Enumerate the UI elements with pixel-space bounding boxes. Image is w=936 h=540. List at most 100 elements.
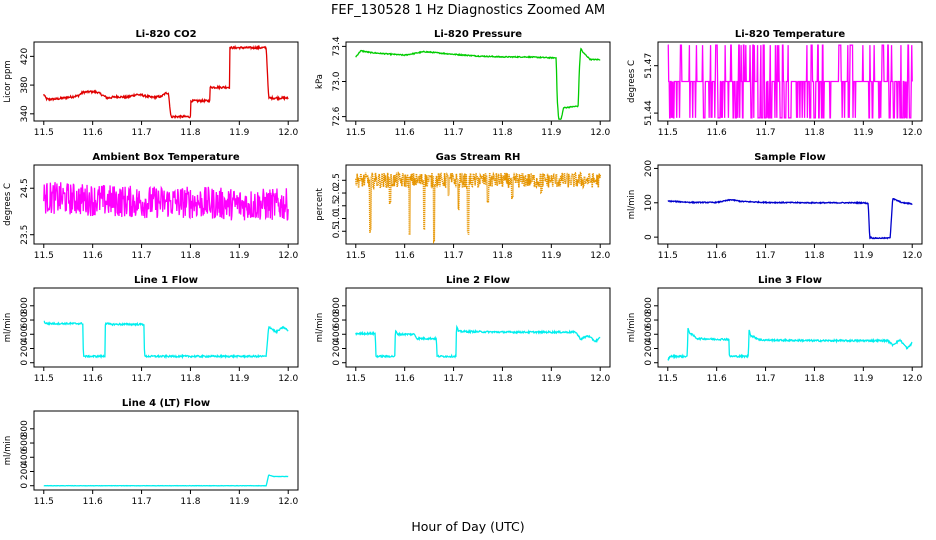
y-tick-label: 400: [20, 325, 30, 342]
y-tick-label: 400: [20, 448, 30, 465]
x-tick-label: 12.0: [902, 128, 922, 138]
x-tick-label: 11.5: [658, 128, 678, 138]
y-tick-label: 23.5: [20, 225, 30, 245]
y-tick-label: 2.5: [332, 173, 342, 187]
series-line: [43, 320, 289, 360]
x-tick-label: 11.9: [229, 128, 249, 138]
panel-li-820-co2: Li-820 CO2 Licor ppm 340 380 420 11.5 11.6 11.7…: [3, 29, 299, 138]
series-line: [43, 44, 289, 120]
x-tick-label: 11.8: [180, 374, 200, 384]
series-line: [355, 324, 601, 359]
y-tick-label: 600: [644, 311, 654, 328]
x-tick-label: 11.8: [492, 251, 512, 261]
panel-title: Li-820 CO2: [135, 29, 196, 40]
figure-xlabel: Hour of Day (UTC): [411, 519, 524, 534]
x-tick-label: 11.8: [180, 497, 200, 507]
panel-sample-flow: Sample Flow ml/min 0 100 200 11.5 11.6 11.7 11.8…: [627, 152, 923, 261]
x-tick-label: 11.5: [346, 374, 366, 384]
y-tick-label: 380: [20, 76, 30, 93]
x-tick-label: 11.6: [395, 128, 415, 138]
y-axis-label: kPa: [315, 74, 325, 89]
y-tick-label: 600: [20, 434, 30, 451]
x-tick-label: 11.6: [395, 374, 415, 384]
y-tick-label: 400: [332, 325, 342, 342]
y-tick-label: 340: [20, 105, 30, 122]
plot-frame: [33, 164, 299, 245]
x-tick-label: 11.6: [83, 497, 103, 507]
panel-li-820-pressure: Li-820 Pressure kPa 72.6 73.0 73.4 11.5 11.6 11…: [315, 29, 611, 138]
x-tick-label: 11.9: [853, 128, 873, 138]
x-tick-label: 11.6: [83, 251, 103, 261]
x-tick-label: 12.0: [278, 374, 298, 384]
x-tick-label: 11.5: [34, 374, 54, 384]
y-axis-label: degrees C: [627, 60, 637, 103]
y-tick-label: 800: [20, 420, 30, 437]
x-tick-label: 11.9: [541, 251, 561, 261]
y-tick-label: 400: [644, 325, 654, 342]
y-tick-label: 0.5: [332, 224, 342, 238]
x-tick-label: 11.7: [756, 128, 776, 138]
y-tick-label: 72.6: [332, 106, 342, 126]
figure-title: FEF_130528 1 Hz Diagnostics Zoomed AM: [331, 3, 605, 18]
y-tick-label: 24.5: [20, 178, 30, 198]
x-tick-label: 11.9: [853, 374, 873, 384]
x-tick-label: 11.5: [658, 251, 678, 261]
x-tick-label: 11.7: [132, 497, 152, 507]
y-axis-label: ml/min: [3, 436, 13, 466]
y-tick-label: 73.4: [332, 36, 342, 56]
x-tick-label: 11.7: [444, 374, 464, 384]
panel-title: Li-820 Temperature: [735, 29, 845, 40]
panel-title: Gas Stream RH: [436, 152, 521, 163]
y-tick-label: 1.0: [332, 211, 342, 226]
panel-title: Li-820 Pressure: [434, 29, 522, 40]
y-axis-label: ml/min: [3, 313, 13, 343]
x-tick-label: 11.9: [541, 374, 561, 384]
x-tick-label: 11.6: [83, 128, 103, 138]
series-line: [43, 474, 289, 487]
y-axis-label: ml/min: [627, 313, 637, 343]
y-axis-label: ml/min: [627, 190, 637, 220]
series-line: [667, 327, 913, 362]
series-line: [354, 170, 602, 245]
series-line: [667, 44, 913, 119]
x-tick-label: 11.7: [756, 374, 776, 384]
x-tick-label: 11.6: [83, 374, 103, 384]
y-tick-label: 51.44: [644, 100, 654, 126]
y-tick-label: 0: [644, 234, 654, 240]
x-tick-label: 11.8: [804, 128, 824, 138]
y-tick-label: 800: [20, 297, 30, 314]
plot-frame: [657, 41, 923, 122]
y-tick-label: 51.47: [644, 53, 654, 79]
x-tick-label: 11.9: [229, 374, 249, 384]
y-tick-label: 200: [644, 340, 654, 357]
x-tick-label: 11.5: [346, 251, 366, 261]
series-line: [667, 197, 913, 240]
y-tick-label: 0: [20, 360, 30, 366]
panel-title: Line 1 Flow: [134, 275, 198, 286]
x-tick-label: 11.5: [346, 128, 366, 138]
x-tick-label: 11.6: [707, 251, 727, 261]
y-tick-label: 200: [332, 340, 342, 357]
x-tick-label: 12.0: [278, 251, 298, 261]
x-tick-label: 11.8: [180, 128, 200, 138]
y-tick-label: 100: [644, 194, 654, 211]
y-tick-label: 1.5: [332, 199, 342, 213]
panel-title: Ambient Box Temperature: [92, 152, 239, 163]
x-tick-label: 11.6: [707, 374, 727, 384]
plot-frame: [657, 287, 923, 368]
x-tick-label: 12.0: [902, 251, 922, 261]
y-tick-label: 200: [20, 463, 30, 480]
plot-frame: [657, 164, 923, 245]
x-tick-label: 12.0: [590, 251, 610, 261]
x-tick-label: 11.5: [658, 374, 678, 384]
x-tick-label: 11.7: [444, 251, 464, 261]
x-tick-label: 11.5: [34, 497, 54, 507]
plot-frame: [345, 164, 611, 245]
y-tick-label: 600: [332, 311, 342, 328]
x-tick-label: 11.9: [229, 497, 249, 507]
x-tick-label: 12.0: [590, 374, 610, 384]
